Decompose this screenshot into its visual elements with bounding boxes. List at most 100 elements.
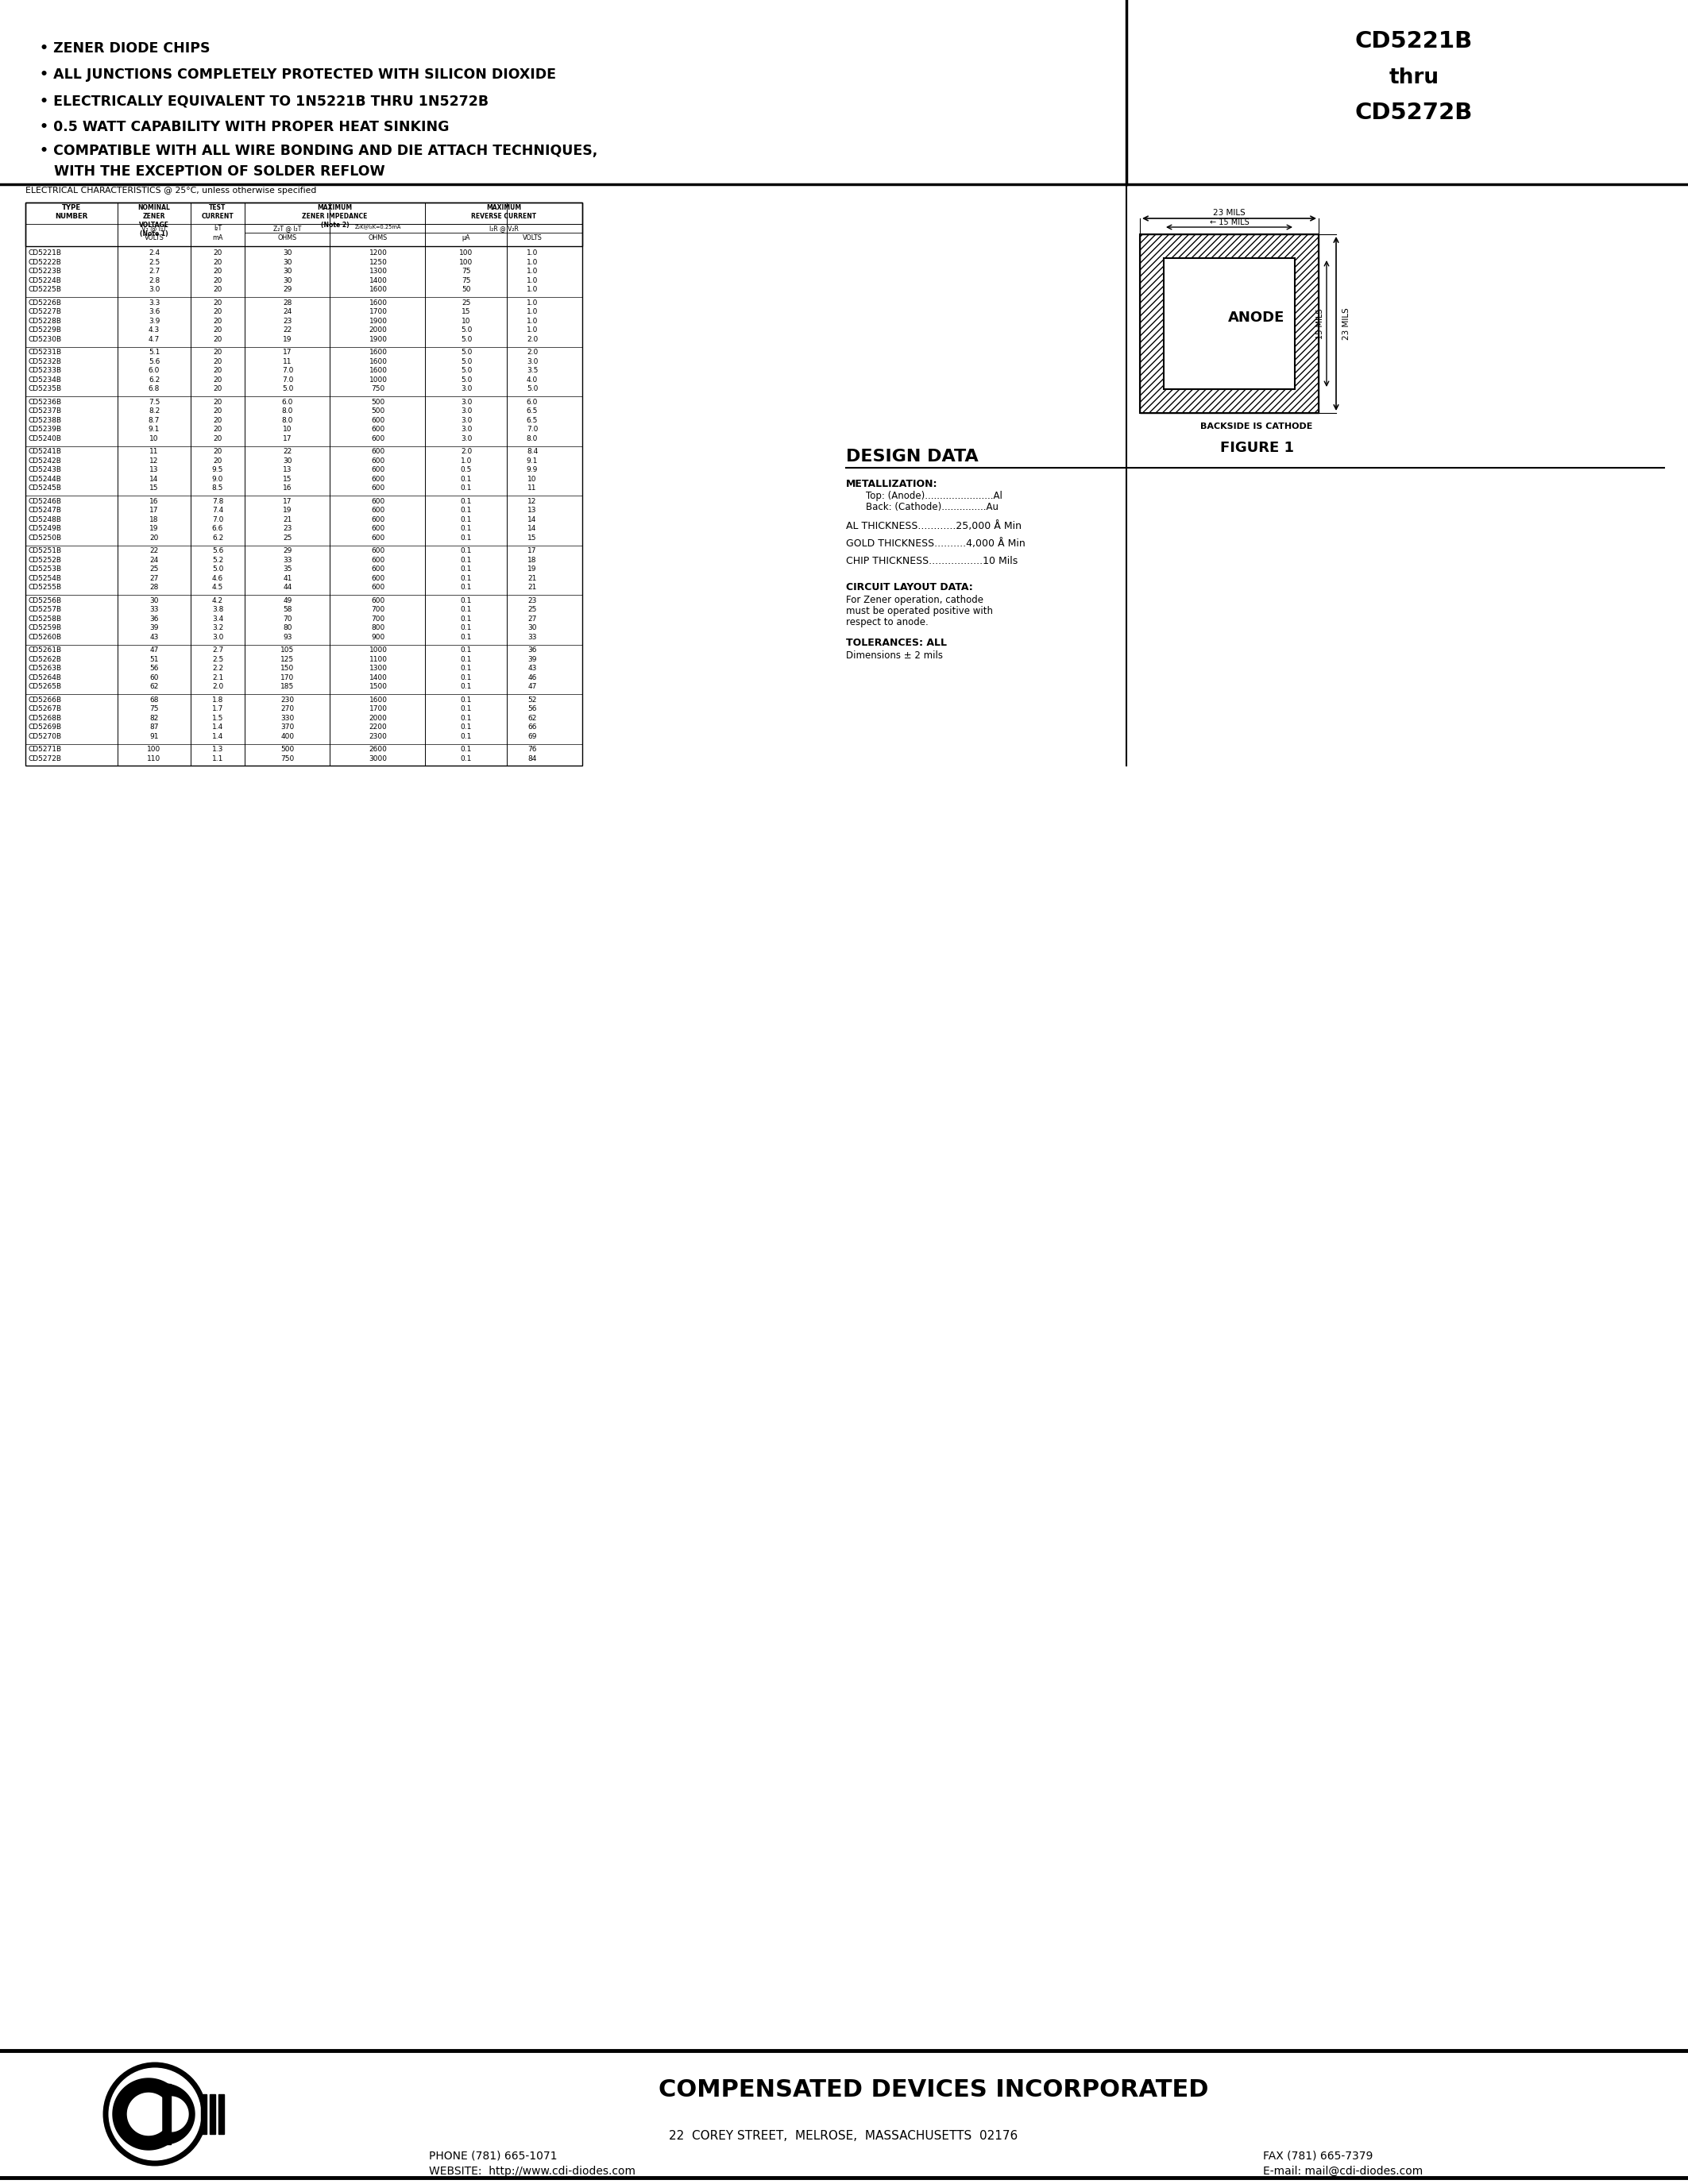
Text: 20: 20 bbox=[213, 277, 223, 284]
Text: 3.0: 3.0 bbox=[461, 435, 473, 441]
Text: GOLD THICKNESS..........4,000 Å Min: GOLD THICKNESS..........4,000 Å Min bbox=[846, 539, 1025, 548]
Text: 1100: 1100 bbox=[370, 655, 387, 662]
Text: 9.5: 9.5 bbox=[213, 465, 223, 474]
Text: 1.0: 1.0 bbox=[461, 456, 473, 465]
Text: AL THICKNESS............25,000 Å Min: AL THICKNESS............25,000 Å Min bbox=[846, 522, 1021, 531]
Text: Top: (Anode).......................Al: Top: (Anode).......................Al bbox=[866, 491, 1003, 500]
Text: 1300: 1300 bbox=[370, 269, 387, 275]
Text: CD5252B: CD5252B bbox=[27, 557, 61, 563]
Text: 5.6: 5.6 bbox=[213, 548, 223, 555]
Text: ELECTRICAL CHARACTERISTICS @ 25°C, unless otherwise specified: ELECTRICAL CHARACTERISTICS @ 25°C, unles… bbox=[25, 186, 316, 194]
Text: μA: μA bbox=[463, 234, 471, 242]
Text: 10: 10 bbox=[150, 435, 159, 441]
Text: CD5228B: CD5228B bbox=[27, 317, 61, 325]
Text: 13: 13 bbox=[284, 465, 292, 474]
Text: METALLIZATION:: METALLIZATION: bbox=[846, 478, 939, 489]
Text: 3.0: 3.0 bbox=[461, 397, 473, 406]
Text: CD5272B: CD5272B bbox=[1355, 103, 1474, 124]
Text: 43: 43 bbox=[528, 664, 537, 673]
Text: 58: 58 bbox=[284, 605, 292, 614]
Text: 0.1: 0.1 bbox=[461, 596, 473, 605]
Text: 20: 20 bbox=[213, 376, 223, 382]
Text: 8.0: 8.0 bbox=[527, 435, 538, 441]
Text: 18: 18 bbox=[150, 515, 159, 522]
Text: CD5243B: CD5243B bbox=[27, 465, 61, 474]
Text: 600: 600 bbox=[371, 583, 385, 592]
Text: 0.1: 0.1 bbox=[461, 633, 473, 640]
Text: 700: 700 bbox=[371, 605, 385, 614]
Text: 6.5: 6.5 bbox=[527, 408, 538, 415]
Text: 62: 62 bbox=[528, 714, 537, 721]
Text: 105: 105 bbox=[280, 646, 294, 653]
Text: 93: 93 bbox=[284, 633, 292, 640]
Text: 70: 70 bbox=[284, 616, 292, 622]
Text: 0.1: 0.1 bbox=[461, 485, 473, 491]
Text: 5.0: 5.0 bbox=[527, 384, 538, 393]
Text: 11: 11 bbox=[284, 358, 292, 365]
Text: 2.0: 2.0 bbox=[527, 336, 538, 343]
Text: 33: 33 bbox=[528, 633, 537, 640]
Text: 39: 39 bbox=[150, 625, 159, 631]
Text: 330: 330 bbox=[280, 714, 294, 721]
Text: 1.7: 1.7 bbox=[213, 705, 223, 712]
Text: 30: 30 bbox=[284, 258, 292, 266]
Text: CD5226B: CD5226B bbox=[27, 299, 61, 306]
Text: 66: 66 bbox=[528, 723, 537, 732]
Text: 24: 24 bbox=[150, 557, 159, 563]
Text: 6.0: 6.0 bbox=[282, 397, 294, 406]
Text: 1600: 1600 bbox=[370, 299, 387, 306]
Text: 20: 20 bbox=[213, 299, 223, 306]
Text: 87: 87 bbox=[150, 723, 159, 732]
Text: 6.5: 6.5 bbox=[527, 417, 538, 424]
Text: CD5227B: CD5227B bbox=[27, 308, 61, 314]
Text: 20: 20 bbox=[213, 417, 223, 424]
Text: 21: 21 bbox=[528, 574, 537, 581]
Text: 20: 20 bbox=[213, 269, 223, 275]
Text: 75: 75 bbox=[463, 269, 471, 275]
Text: 270: 270 bbox=[280, 705, 294, 712]
Text: 20: 20 bbox=[213, 435, 223, 441]
Text: 1.0: 1.0 bbox=[527, 258, 538, 266]
Text: 7.8: 7.8 bbox=[213, 498, 223, 505]
Text: 1000: 1000 bbox=[370, 376, 387, 382]
Text: 11: 11 bbox=[150, 448, 159, 454]
Text: 170: 170 bbox=[280, 675, 294, 681]
Text: PHONE (781) 665-1071: PHONE (781) 665-1071 bbox=[429, 2149, 557, 2160]
Text: 6.8: 6.8 bbox=[149, 384, 160, 393]
Text: 30: 30 bbox=[284, 269, 292, 275]
Text: Dimensions ± 2 mils: Dimensions ± 2 mils bbox=[846, 651, 944, 662]
Text: 4.6: 4.6 bbox=[213, 574, 223, 581]
Text: 30: 30 bbox=[284, 456, 292, 465]
Polygon shape bbox=[162, 2084, 194, 2145]
Text: 0.1: 0.1 bbox=[461, 705, 473, 712]
Text: 1400: 1400 bbox=[370, 277, 387, 284]
Text: CD5247B: CD5247B bbox=[27, 507, 61, 513]
Text: 0.1: 0.1 bbox=[461, 566, 473, 572]
Text: 8.0: 8.0 bbox=[282, 417, 294, 424]
Text: 0.1: 0.1 bbox=[461, 476, 473, 483]
Text: 750: 750 bbox=[371, 384, 385, 393]
Text: 23 MILS: 23 MILS bbox=[1214, 210, 1246, 216]
Text: 1.0: 1.0 bbox=[527, 277, 538, 284]
Text: 33: 33 bbox=[150, 605, 159, 614]
Text: 1600: 1600 bbox=[370, 697, 387, 703]
Text: 0.1: 0.1 bbox=[461, 745, 473, 753]
Text: 400: 400 bbox=[280, 732, 294, 740]
Text: 4.2: 4.2 bbox=[213, 596, 223, 605]
Text: 4.3: 4.3 bbox=[149, 325, 160, 334]
Text: 7.0: 7.0 bbox=[527, 426, 538, 432]
Text: CD5236B: CD5236B bbox=[27, 397, 61, 406]
Text: 15 MILS: 15 MILS bbox=[1317, 308, 1323, 339]
Text: 125: 125 bbox=[280, 655, 294, 662]
Text: 20: 20 bbox=[150, 535, 159, 542]
Text: 16: 16 bbox=[284, 485, 292, 491]
Text: 8.0: 8.0 bbox=[282, 408, 294, 415]
Text: 24: 24 bbox=[284, 308, 292, 314]
Text: 41: 41 bbox=[284, 574, 292, 581]
Text: 1500: 1500 bbox=[370, 684, 387, 690]
Text: 46: 46 bbox=[528, 675, 537, 681]
Text: 3.8: 3.8 bbox=[213, 605, 223, 614]
Text: CD5265B: CD5265B bbox=[27, 684, 61, 690]
Text: 2.0: 2.0 bbox=[213, 684, 223, 690]
Text: • COMPATIBLE WITH ALL WIRE BONDING AND DIE ATTACH TECHNIQUES,: • COMPATIBLE WITH ALL WIRE BONDING AND D… bbox=[41, 144, 598, 157]
